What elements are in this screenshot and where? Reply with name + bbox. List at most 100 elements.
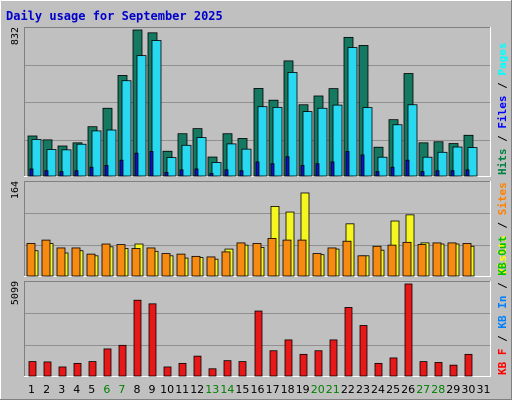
bar-files bbox=[347, 47, 358, 177]
bar-sites bbox=[116, 244, 126, 277]
day-label: 9 bbox=[149, 383, 156, 396]
day-label: 17 bbox=[266, 383, 280, 396]
bar-sites bbox=[252, 243, 262, 277]
bar-pages bbox=[104, 165, 109, 177]
bar-sites bbox=[191, 255, 201, 277]
bar-files bbox=[317, 107, 328, 177]
day-label: 13 bbox=[205, 383, 219, 396]
bar-kb-f bbox=[178, 362, 187, 377]
bar-sites bbox=[327, 247, 337, 277]
y-max-label: 5099 bbox=[10, 281, 21, 305]
bar-files bbox=[332, 104, 343, 177]
bar-pages bbox=[285, 156, 290, 177]
bar-kb-f bbox=[58, 366, 67, 377]
bar-files bbox=[151, 40, 162, 177]
bar-sites bbox=[131, 248, 141, 277]
day-label: 21 bbox=[326, 383, 340, 396]
day-label: 4 bbox=[73, 383, 80, 396]
day-label: 16 bbox=[251, 383, 265, 396]
bar-sites bbox=[402, 241, 412, 277]
bar-sites bbox=[372, 245, 382, 277]
bar-sites bbox=[357, 255, 367, 277]
bar-sites bbox=[146, 247, 156, 277]
bar-files bbox=[377, 156, 388, 177]
bar-kb-f bbox=[163, 366, 172, 377]
bar-pages bbox=[405, 159, 410, 177]
bar-files bbox=[46, 149, 57, 177]
day-label: 7 bbox=[118, 383, 125, 396]
day-label: 14 bbox=[220, 383, 234, 396]
bar-pages bbox=[450, 170, 455, 177]
bar-sites bbox=[41, 239, 51, 277]
y-max-label: 164 bbox=[10, 181, 21, 199]
bar-sites bbox=[86, 253, 96, 277]
bar-kb-f bbox=[133, 299, 142, 377]
bar-pages bbox=[315, 163, 320, 177]
bar-pages bbox=[164, 172, 169, 177]
legend-entry: Sites bbox=[496, 182, 509, 215]
bar-files bbox=[211, 162, 222, 177]
bar-pages bbox=[179, 169, 184, 177]
bar-sites bbox=[56, 247, 66, 277]
day-label: 30 bbox=[461, 383, 475, 396]
day-label: 26 bbox=[401, 383, 415, 396]
bar-pages bbox=[59, 171, 64, 177]
bar-kb-f bbox=[28, 361, 37, 377]
bar-kb-f bbox=[374, 362, 383, 377]
day-label: 3 bbox=[58, 383, 65, 396]
legend-entry: Visits bbox=[496, 235, 509, 275]
bar-files bbox=[452, 146, 463, 177]
day-label: 28 bbox=[431, 383, 445, 396]
bar-kb-f bbox=[43, 361, 52, 377]
bar-files bbox=[437, 151, 448, 177]
bar-sites bbox=[462, 243, 472, 277]
bar-files bbox=[467, 147, 478, 177]
bar-files bbox=[362, 107, 373, 177]
bar-kb-f bbox=[88, 361, 97, 377]
bar-pages bbox=[420, 171, 425, 177]
bar-sites bbox=[206, 256, 216, 277]
bar-files bbox=[257, 106, 268, 177]
day-label: 19 bbox=[296, 383, 310, 396]
bar-pages bbox=[255, 161, 260, 177]
bar-pages bbox=[74, 170, 79, 177]
bar-sites bbox=[161, 253, 171, 277]
day-label: 12 bbox=[190, 383, 204, 396]
bar-kb-f bbox=[314, 350, 323, 377]
bar-sites bbox=[101, 243, 111, 277]
bar-files bbox=[136, 55, 147, 177]
bar-sites bbox=[26, 243, 36, 277]
bar-pages bbox=[224, 169, 229, 177]
bar-pages bbox=[330, 161, 335, 177]
legend-separator: / bbox=[496, 129, 509, 149]
bar-kb-f bbox=[389, 357, 398, 377]
series-files bbox=[31, 40, 478, 177]
bar-files bbox=[272, 106, 283, 177]
day-label: 10 bbox=[160, 383, 174, 396]
bar-kb-f bbox=[238, 361, 247, 377]
day-label: 18 bbox=[281, 383, 295, 396]
chart-title: Daily usage for September 2025 bbox=[6, 9, 223, 23]
bar-files bbox=[76, 143, 87, 177]
bar-sites bbox=[267, 238, 277, 277]
legend-separator: / bbox=[496, 276, 509, 296]
bar-files bbox=[91, 130, 102, 177]
legend-entry: Files bbox=[496, 96, 509, 129]
chart-panels: 832 Hits / Files / Pages 164 Visits / Sites… bbox=[10, 27, 509, 377]
bar-pages bbox=[375, 171, 380, 177]
bar-sites bbox=[387, 244, 397, 277]
bar-kb-f bbox=[73, 362, 82, 377]
bar-sites bbox=[312, 253, 322, 277]
day-label: 24 bbox=[371, 383, 385, 396]
bar-files bbox=[166, 157, 177, 177]
bar-files bbox=[106, 129, 117, 177]
panel-kbytes: 5099 KB F / KB In / KB Out bbox=[10, 236, 509, 377]
bar-kb-f bbox=[434, 362, 443, 377]
bar-files bbox=[31, 139, 42, 177]
bar-files bbox=[226, 143, 237, 177]
bar-pages bbox=[89, 166, 94, 177]
bar-kb-f bbox=[299, 353, 308, 377]
bar-pages bbox=[119, 159, 124, 177]
bar-sites bbox=[432, 242, 442, 277]
